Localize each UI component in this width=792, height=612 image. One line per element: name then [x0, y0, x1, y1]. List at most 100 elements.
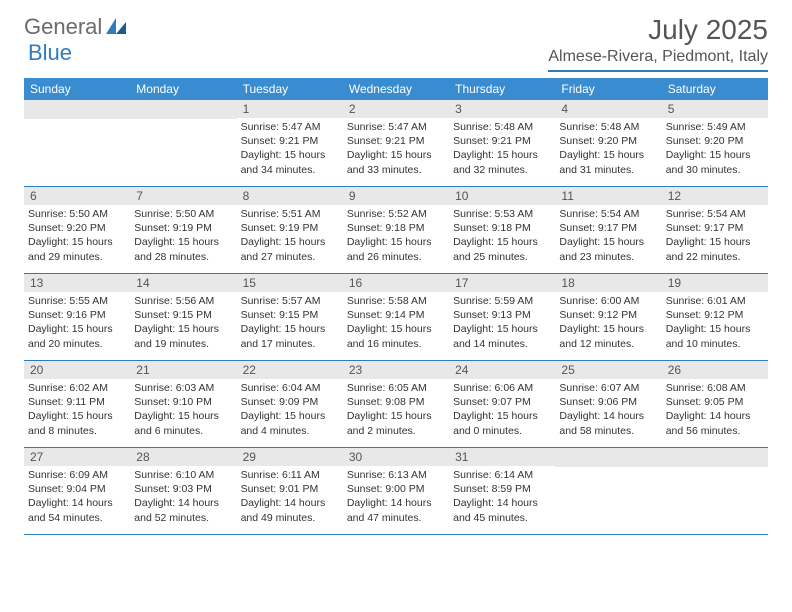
- day-number: 30: [343, 448, 449, 466]
- sunset-text: Sunset: 9:00 PM: [347, 482, 445, 496]
- sunset-text: Sunset: 9:12 PM: [559, 308, 657, 322]
- daylight-text: Daylight: 15 hours and 17 minutes.: [241, 322, 339, 350]
- sunrise-text: Sunrise: 5:56 AM: [134, 294, 232, 308]
- sunset-text: Sunset: 9:18 PM: [453, 221, 551, 235]
- daylight-text: Daylight: 15 hours and 31 minutes.: [559, 148, 657, 176]
- daylight-text: Daylight: 15 hours and 14 minutes.: [453, 322, 551, 350]
- sunset-text: Sunset: 9:17 PM: [666, 221, 764, 235]
- day-details: Sunrise: 5:50 AMSunset: 9:20 PMDaylight:…: [24, 205, 130, 268]
- logo-text-blue: Blue: [28, 40, 72, 65]
- sunset-text: Sunset: 9:13 PM: [453, 308, 551, 322]
- sunset-text: Sunset: 9:21 PM: [347, 134, 445, 148]
- daylight-text: Daylight: 15 hours and 28 minutes.: [134, 235, 232, 263]
- sunrise-text: Sunrise: 5:49 AM: [666, 120, 764, 134]
- day-cell: 12Sunrise: 5:54 AMSunset: 9:17 PMDayligh…: [662, 187, 768, 273]
- daylight-text: Daylight: 14 hours and 47 minutes.: [347, 496, 445, 524]
- day-cell: 21Sunrise: 6:03 AMSunset: 9:10 PMDayligh…: [130, 361, 236, 447]
- sunrise-text: Sunrise: 6:10 AM: [134, 468, 232, 482]
- day-details: Sunrise: 5:47 AMSunset: 9:21 PMDaylight:…: [237, 118, 343, 181]
- day-cell: 15Sunrise: 5:57 AMSunset: 9:15 PMDayligh…: [237, 274, 343, 360]
- day-number: 6: [24, 187, 130, 205]
- sunset-text: Sunset: 9:16 PM: [28, 308, 126, 322]
- day-details: Sunrise: 6:01 AMSunset: 9:12 PMDaylight:…: [662, 292, 768, 355]
- daylight-text: Daylight: 15 hours and 27 minutes.: [241, 235, 339, 263]
- sunrise-text: Sunrise: 6:09 AM: [28, 468, 126, 482]
- day-cell: 17Sunrise: 5:59 AMSunset: 9:13 PMDayligh…: [449, 274, 555, 360]
- daylight-text: Daylight: 15 hours and 8 minutes.: [28, 409, 126, 437]
- day-cell: 22Sunrise: 6:04 AMSunset: 9:09 PMDayligh…: [237, 361, 343, 447]
- day-number: 18: [555, 274, 661, 292]
- day-details: Sunrise: 5:47 AMSunset: 9:21 PMDaylight:…: [343, 118, 449, 181]
- day-cell: 28Sunrise: 6:10 AMSunset: 9:03 PMDayligh…: [130, 448, 236, 534]
- day-details: Sunrise: 5:58 AMSunset: 9:14 PMDaylight:…: [343, 292, 449, 355]
- sunset-text: Sunset: 9:21 PM: [453, 134, 551, 148]
- sunrise-text: Sunrise: 6:03 AM: [134, 381, 232, 395]
- day-cell: 23Sunrise: 6:05 AMSunset: 9:08 PMDayligh…: [343, 361, 449, 447]
- empty-day-cell: [24, 100, 130, 186]
- sunrise-text: Sunrise: 5:48 AM: [453, 120, 551, 134]
- day-details: Sunrise: 5:55 AMSunset: 9:16 PMDaylight:…: [24, 292, 130, 355]
- day-cell: 2Sunrise: 5:47 AMSunset: 9:21 PMDaylight…: [343, 100, 449, 186]
- daylight-text: Daylight: 14 hours and 45 minutes.: [453, 496, 551, 524]
- sunset-text: Sunset: 9:11 PM: [28, 395, 126, 409]
- daylight-text: Daylight: 15 hours and 12 minutes.: [559, 322, 657, 350]
- logo-blue-wrap: Blue: [28, 40, 72, 66]
- title-block: July 2025 Almese-Rivera, Piedmont, Italy: [548, 14, 768, 72]
- day-number: 2: [343, 100, 449, 118]
- day-number: 13: [24, 274, 130, 292]
- day-number: 3: [449, 100, 555, 118]
- daylight-text: Daylight: 15 hours and 0 minutes.: [453, 409, 551, 437]
- day-number: 26: [662, 361, 768, 379]
- sunrise-text: Sunrise: 5:59 AM: [453, 294, 551, 308]
- day-number: 11: [555, 187, 661, 205]
- sunrise-text: Sunrise: 5:58 AM: [347, 294, 445, 308]
- day-details: Sunrise: 6:11 AMSunset: 9:01 PMDaylight:…: [237, 466, 343, 529]
- sunrise-text: Sunrise: 5:50 AM: [134, 207, 232, 221]
- sunset-text: Sunset: 9:03 PM: [134, 482, 232, 496]
- day-details: Sunrise: 5:51 AMSunset: 9:19 PMDaylight:…: [237, 205, 343, 268]
- day-number: 31: [449, 448, 555, 466]
- day-cell: 26Sunrise: 6:08 AMSunset: 9:05 PMDayligh…: [662, 361, 768, 447]
- day-details: Sunrise: 6:02 AMSunset: 9:11 PMDaylight:…: [24, 379, 130, 442]
- day-cell: 27Sunrise: 6:09 AMSunset: 9:04 PMDayligh…: [24, 448, 130, 534]
- empty-day-cell: [662, 448, 768, 534]
- week-row: 20Sunrise: 6:02 AMSunset: 9:11 PMDayligh…: [24, 361, 768, 448]
- daylight-text: Daylight: 14 hours and 54 minutes.: [28, 496, 126, 524]
- day-details: Sunrise: 5:52 AMSunset: 9:18 PMDaylight:…: [343, 205, 449, 268]
- sunset-text: Sunset: 9:20 PM: [559, 134, 657, 148]
- daylight-text: Daylight: 14 hours and 52 minutes.: [134, 496, 232, 524]
- day-cell: 25Sunrise: 6:07 AMSunset: 9:06 PMDayligh…: [555, 361, 661, 447]
- week-row: 1Sunrise: 5:47 AMSunset: 9:21 PMDaylight…: [24, 100, 768, 187]
- day-details: Sunrise: 5:54 AMSunset: 9:17 PMDaylight:…: [555, 205, 661, 268]
- day-number: 25: [555, 361, 661, 379]
- sunrise-text: Sunrise: 6:14 AM: [453, 468, 551, 482]
- day-header-sunday: Sunday: [24, 78, 130, 100]
- sunset-text: Sunset: 9:05 PM: [666, 395, 764, 409]
- day-details: Sunrise: 5:57 AMSunset: 9:15 PMDaylight:…: [237, 292, 343, 355]
- day-number: 10: [449, 187, 555, 205]
- sunset-text: Sunset: 8:59 PM: [453, 482, 551, 496]
- day-header-wednesday: Wednesday: [343, 78, 449, 100]
- daylight-text: Daylight: 15 hours and 19 minutes.: [134, 322, 232, 350]
- day-number: 9: [343, 187, 449, 205]
- day-number: 7: [130, 187, 236, 205]
- sunrise-text: Sunrise: 5:52 AM: [347, 207, 445, 221]
- sunset-text: Sunset: 9:19 PM: [134, 221, 232, 235]
- day-number: 24: [449, 361, 555, 379]
- sunrise-text: Sunrise: 6:04 AM: [241, 381, 339, 395]
- day-cell: 16Sunrise: 5:58 AMSunset: 9:14 PMDayligh…: [343, 274, 449, 360]
- logo: General: [24, 14, 128, 40]
- day-header-row: Sunday Monday Tuesday Wednesday Thursday…: [24, 78, 768, 100]
- daylight-text: Daylight: 14 hours and 56 minutes.: [666, 409, 764, 437]
- sunset-text: Sunset: 9:07 PM: [453, 395, 551, 409]
- day-details: Sunrise: 6:04 AMSunset: 9:09 PMDaylight:…: [237, 379, 343, 442]
- day-header-saturday: Saturday: [662, 78, 768, 100]
- day-header-tuesday: Tuesday: [237, 78, 343, 100]
- sunrise-text: Sunrise: 6:00 AM: [559, 294, 657, 308]
- daylight-text: Daylight: 15 hours and 34 minutes.: [241, 148, 339, 176]
- day-cell: 5Sunrise: 5:49 AMSunset: 9:20 PMDaylight…: [662, 100, 768, 186]
- day-cell: 6Sunrise: 5:50 AMSunset: 9:20 PMDaylight…: [24, 187, 130, 273]
- day-cell: 29Sunrise: 6:11 AMSunset: 9:01 PMDayligh…: [237, 448, 343, 534]
- day-details: Sunrise: 6:14 AMSunset: 8:59 PMDaylight:…: [449, 466, 555, 529]
- empty-day-number: [662, 448, 768, 467]
